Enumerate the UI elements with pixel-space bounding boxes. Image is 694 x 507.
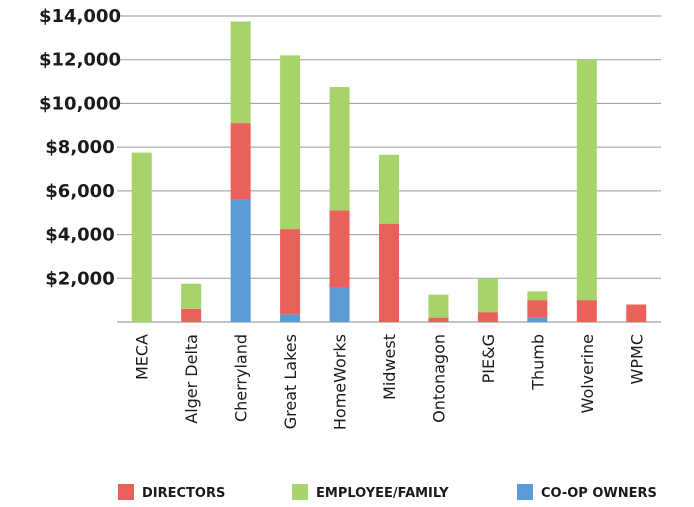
bar-midwest-directors (379, 223, 399, 322)
legend: DIRECTORS EMPLOYEE/FAMILY CO-OP OWNERS (118, 484, 657, 501)
bar-great-lakes-employee-family (280, 55, 301, 230)
y-tick-label: $2,000 (45, 268, 114, 289)
bar-alger-delta-directors (181, 308, 202, 322)
bars (131, 21, 647, 322)
y-tick-label: $4,000 (45, 225, 114, 246)
legend-label-directors: DIRECTORS (142, 486, 225, 501)
category-label: Great Lakes (281, 334, 300, 429)
y-tick-label: $12,000 (39, 50, 121, 71)
bar-meca-employee-family (131, 152, 152, 322)
y-tick-label: $14,000 (39, 6, 121, 27)
bar-thumb-co-op-owners (527, 317, 548, 322)
x-axis-category-labels: MECA Alger Delta Cherryland Great Lakes Home… (133, 334, 647, 430)
bar-ontonagon-directors (428, 317, 449, 322)
category-label: MECA (133, 334, 152, 380)
bar-wpmc-directors (626, 304, 647, 322)
category-label: Thumb (528, 334, 547, 391)
category-label: Cherryland (232, 334, 251, 422)
category-label: WPMC (627, 334, 646, 384)
bar-wolverine-directors (576, 300, 597, 322)
y-tick-label: $6,000 (45, 181, 114, 202)
bar-cherryland-co-op-owners (230, 199, 251, 322)
legend-swatch-co-op-owners (517, 484, 533, 500)
bar-homeworks-employee-family (329, 87, 350, 211)
legend-swatch-employee-family (292, 484, 308, 500)
legend-label-employee-family: EMPLOYEE/FAMILY (316, 486, 449, 501)
bar-homeworks-directors (329, 210, 350, 288)
category-label: Ontonagon (429, 334, 448, 423)
bar-thumb-directors (527, 300, 548, 318)
bar-great-lakes-directors (280, 229, 301, 315)
bar-great-lakes-co-op-owners (280, 314, 301, 322)
y-axis-tick-labels: $2,000 $4,000 $6,000 $8,000 $10,000 $12,000 $1… (39, 6, 121, 289)
legend-label-co-op-owners: CO-OP OWNERS (541, 486, 657, 501)
bar-cherryland-directors (230, 123, 251, 200)
y-tick-label: $10,000 (39, 93, 121, 114)
bar-midwest-employee-family (379, 154, 399, 224)
bar-thumb-employee-family (527, 291, 548, 301)
category-label: Alger Delta (182, 334, 201, 424)
bar-alger-delta-employee-family (181, 283, 202, 309)
bar-homeworks-co-op-owners (329, 287, 350, 322)
legend-swatch-directors (118, 484, 134, 500)
category-label: HomeWorks (331, 334, 350, 430)
category-label: PIE&G (479, 334, 498, 383)
category-label: Midwest (380, 334, 399, 400)
bar-pie-g-employee-family (477, 278, 498, 313)
bar-ontonagon-employee-family (428, 294, 449, 318)
category-label: Wolverine (578, 334, 597, 413)
bar-cherryland-employee-family (230, 21, 251, 124)
bar-wolverine-employee-family (576, 59, 597, 301)
bar-pie-g-directors (477, 312, 498, 322)
y-tick-label: $8,000 (45, 137, 114, 158)
